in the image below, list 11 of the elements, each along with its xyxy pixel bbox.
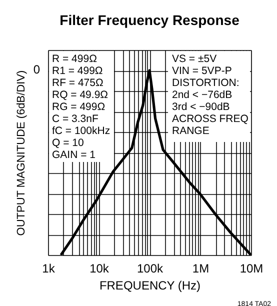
x-axis-title: FREQUENCY (Hz) [99,278,201,292]
x-tick-label: 10M [240,262,264,276]
chart-title: Filter Frequency Response [60,12,240,28]
x-tick-label: 1M [192,262,210,276]
text: 0 [33,62,40,76]
x-tick-label: 10k [90,262,110,276]
y-axis-title: OUTPUT MAGNITUDE (6dB/DIV) [16,70,28,236]
x-tick-label: 100k [136,262,164,276]
text: R = 499Ω R1 = 499Ω RF = 475Ω RQ = 49.9Ω RG = 499Ω C = 3.3nF fC = 100kHz Q = 10 GAIN = 1 [52,53,110,161]
x-tick-label: 1k [42,262,56,276]
annotation: VS = ±5V VIN = 5VP-P DISTORTION: 2nd < −76dB 3rd < −90dB ACROSS FREQ RANGE [172,53,248,137]
